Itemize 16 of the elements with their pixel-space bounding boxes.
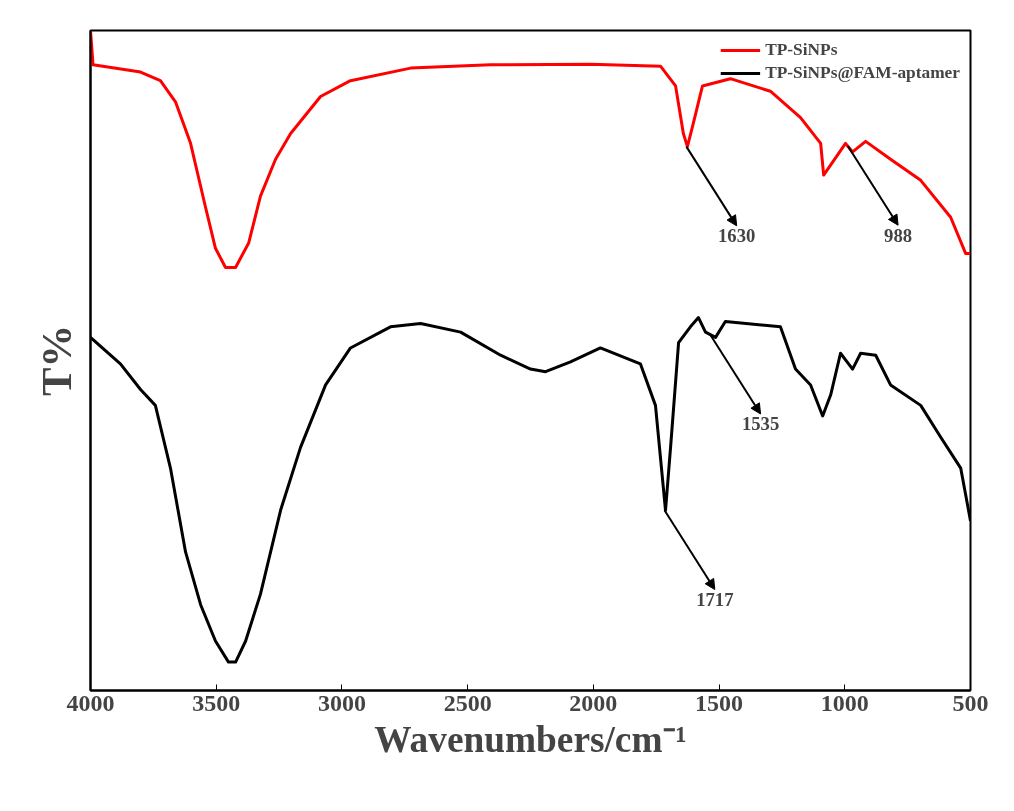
annotation: 1630 [718, 225, 756, 247]
x-tick-label: 2500 [443, 689, 492, 716]
annotation: 1717 [696, 588, 734, 610]
x-tick-label: 3500 [192, 689, 241, 716]
x-tick-label: 2000 [569, 689, 618, 716]
legend-label: TP-SiNPs [765, 40, 839, 60]
x-tick-label: 1000 [820, 689, 869, 716]
x-tick-label: 4000 [66, 689, 115, 716]
annotation: 1535 [741, 413, 780, 435]
legend-label: TP-SiNPs@FAM-aptamer [765, 63, 960, 83]
annotation: 988 [884, 224, 913, 246]
x-tick-label: 500 [952, 689, 989, 716]
x-tick-label: 3000 [317, 689, 366, 716]
y-axis-title: T% [32, 324, 80, 397]
x-tick-label: 1500 [695, 689, 744, 716]
x-axis-title: Wavenumbers/cm⁻¹ [374, 718, 687, 760]
